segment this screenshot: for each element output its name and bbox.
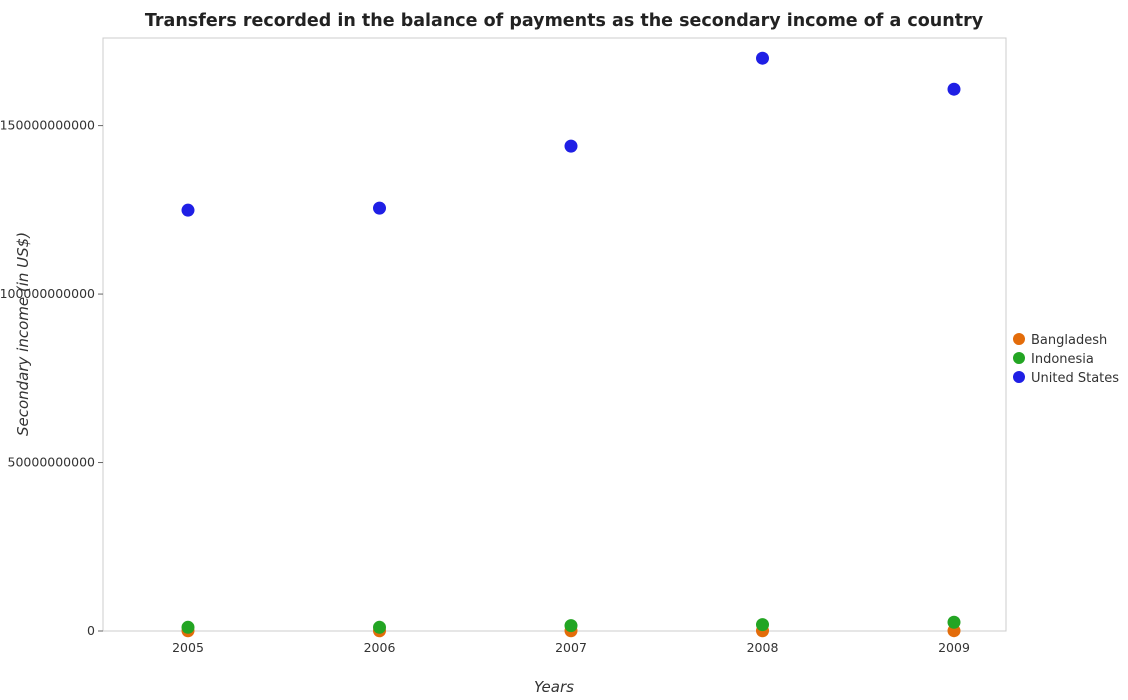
y-tick-label: 0 — [87, 623, 95, 638]
legend-label-indonesia: Indonesia — [1031, 352, 1094, 367]
x-tick-label: 2008 — [747, 640, 779, 655]
y-axis-label: Secondary income (in US$) — [14, 232, 32, 436]
y-axis: 0 50000000000 100000000000 150000000000 — [0, 38, 104, 638]
x-tick-label: 2009 — [938, 640, 970, 655]
legend-marker-united-states — [1013, 371, 1025, 383]
point-indonesia — [947, 615, 961, 629]
chart-title: Transfers recorded in the balance of pay… — [145, 11, 984, 31]
legend: Bangladesh Indonesia United States — [1013, 333, 1119, 386]
x-axis: 2005 2006 2007 2008 2009 — [103, 630, 1006, 655]
point-indonesia — [373, 620, 386, 634]
point-united-states — [373, 201, 386, 215]
legend-marker-indonesia — [1013, 352, 1025, 364]
point-united-states — [564, 139, 578, 153]
point-indonesia — [564, 619, 578, 633]
point-indonesia — [756, 618, 769, 632]
x-tick-label: 2006 — [364, 640, 396, 655]
x-tick-label: 2007 — [555, 640, 587, 655]
legend-marker-bangladesh — [1013, 333, 1025, 345]
x-axis-label: Years — [534, 678, 574, 696]
y-tick-label: 150000000000 — [0, 118, 95, 133]
x-tick-label: 2005 — [172, 640, 204, 655]
y-tick-label: 100000000000 — [0, 286, 95, 301]
data-points — [181, 51, 961, 638]
plot-area — [102, 37, 1007, 632]
legend-label-united-states: United States — [1031, 371, 1119, 386]
legend-label-bangladesh: Bangladesh — [1031, 333, 1107, 348]
point-united-states — [181, 203, 195, 217]
y-tick-label: 50000000000 — [8, 455, 96, 470]
point-united-states — [756, 51, 769, 65]
point-indonesia — [181, 620, 195, 634]
point-united-states — [947, 82, 961, 96]
